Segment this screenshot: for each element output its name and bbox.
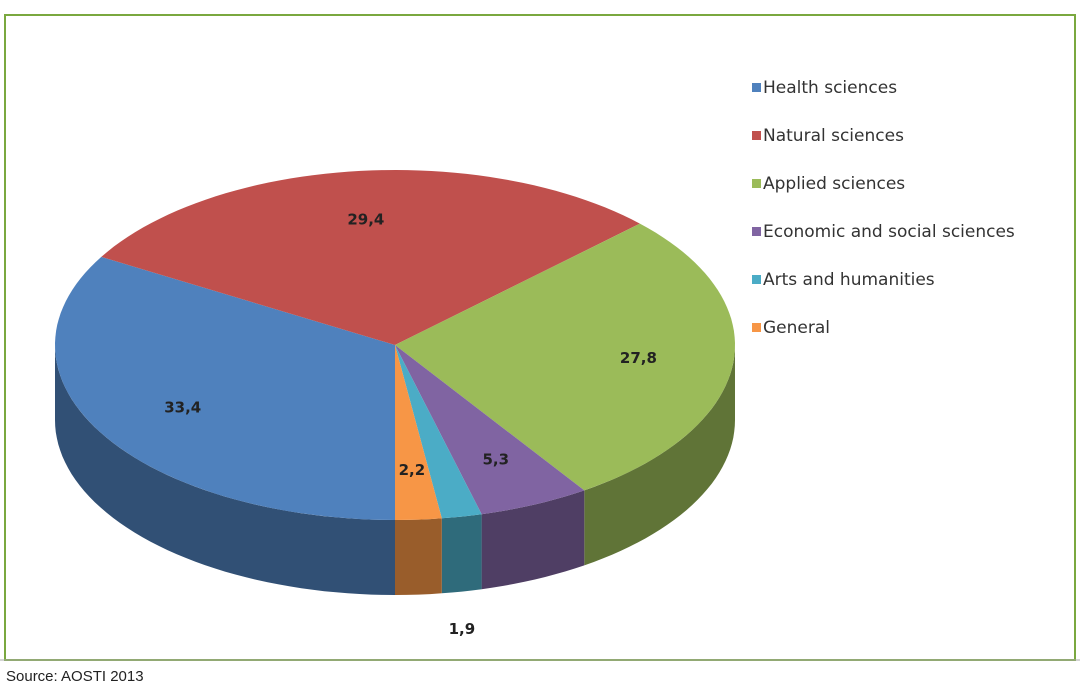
source: Source: AOSTI 2013	[6, 668, 144, 685]
data-label: 27,8	[620, 349, 657, 367]
legend-swatch	[752, 131, 761, 140]
legend-swatch	[752, 179, 761, 188]
slice-side	[395, 518, 442, 595]
slice	[395, 345, 482, 519]
legend-swatch	[752, 275, 761, 284]
data-label: 1,9	[449, 620, 476, 638]
slice-side	[441, 514, 482, 594]
legend-label: Health sciences	[763, 78, 897, 98]
slice-side	[584, 345, 735, 566]
data-label: 29,4	[347, 210, 384, 228]
legend-swatch	[752, 323, 761, 332]
slice	[395, 223, 735, 491]
legend-label: Arts and humanities	[763, 270, 935, 290]
legend-label: Natural sciences	[763, 126, 904, 146]
legend-swatch	[752, 227, 761, 236]
slice-side	[481, 490, 585, 590]
legend-label: Applied sciences	[763, 174, 905, 194]
slice-side	[55, 345, 395, 595]
slice	[395, 345, 585, 515]
legend-label: Economic and social sciences	[763, 222, 1015, 242]
data-label: 5,3	[482, 450, 509, 468]
slice	[101, 170, 640, 345]
slice	[395, 345, 442, 520]
data-label: 33,4	[164, 398, 201, 416]
data-label: 2,2	[399, 461, 426, 479]
legend-swatch	[752, 83, 761, 92]
legend-label: General	[763, 318, 830, 338]
slice	[55, 256, 395, 520]
